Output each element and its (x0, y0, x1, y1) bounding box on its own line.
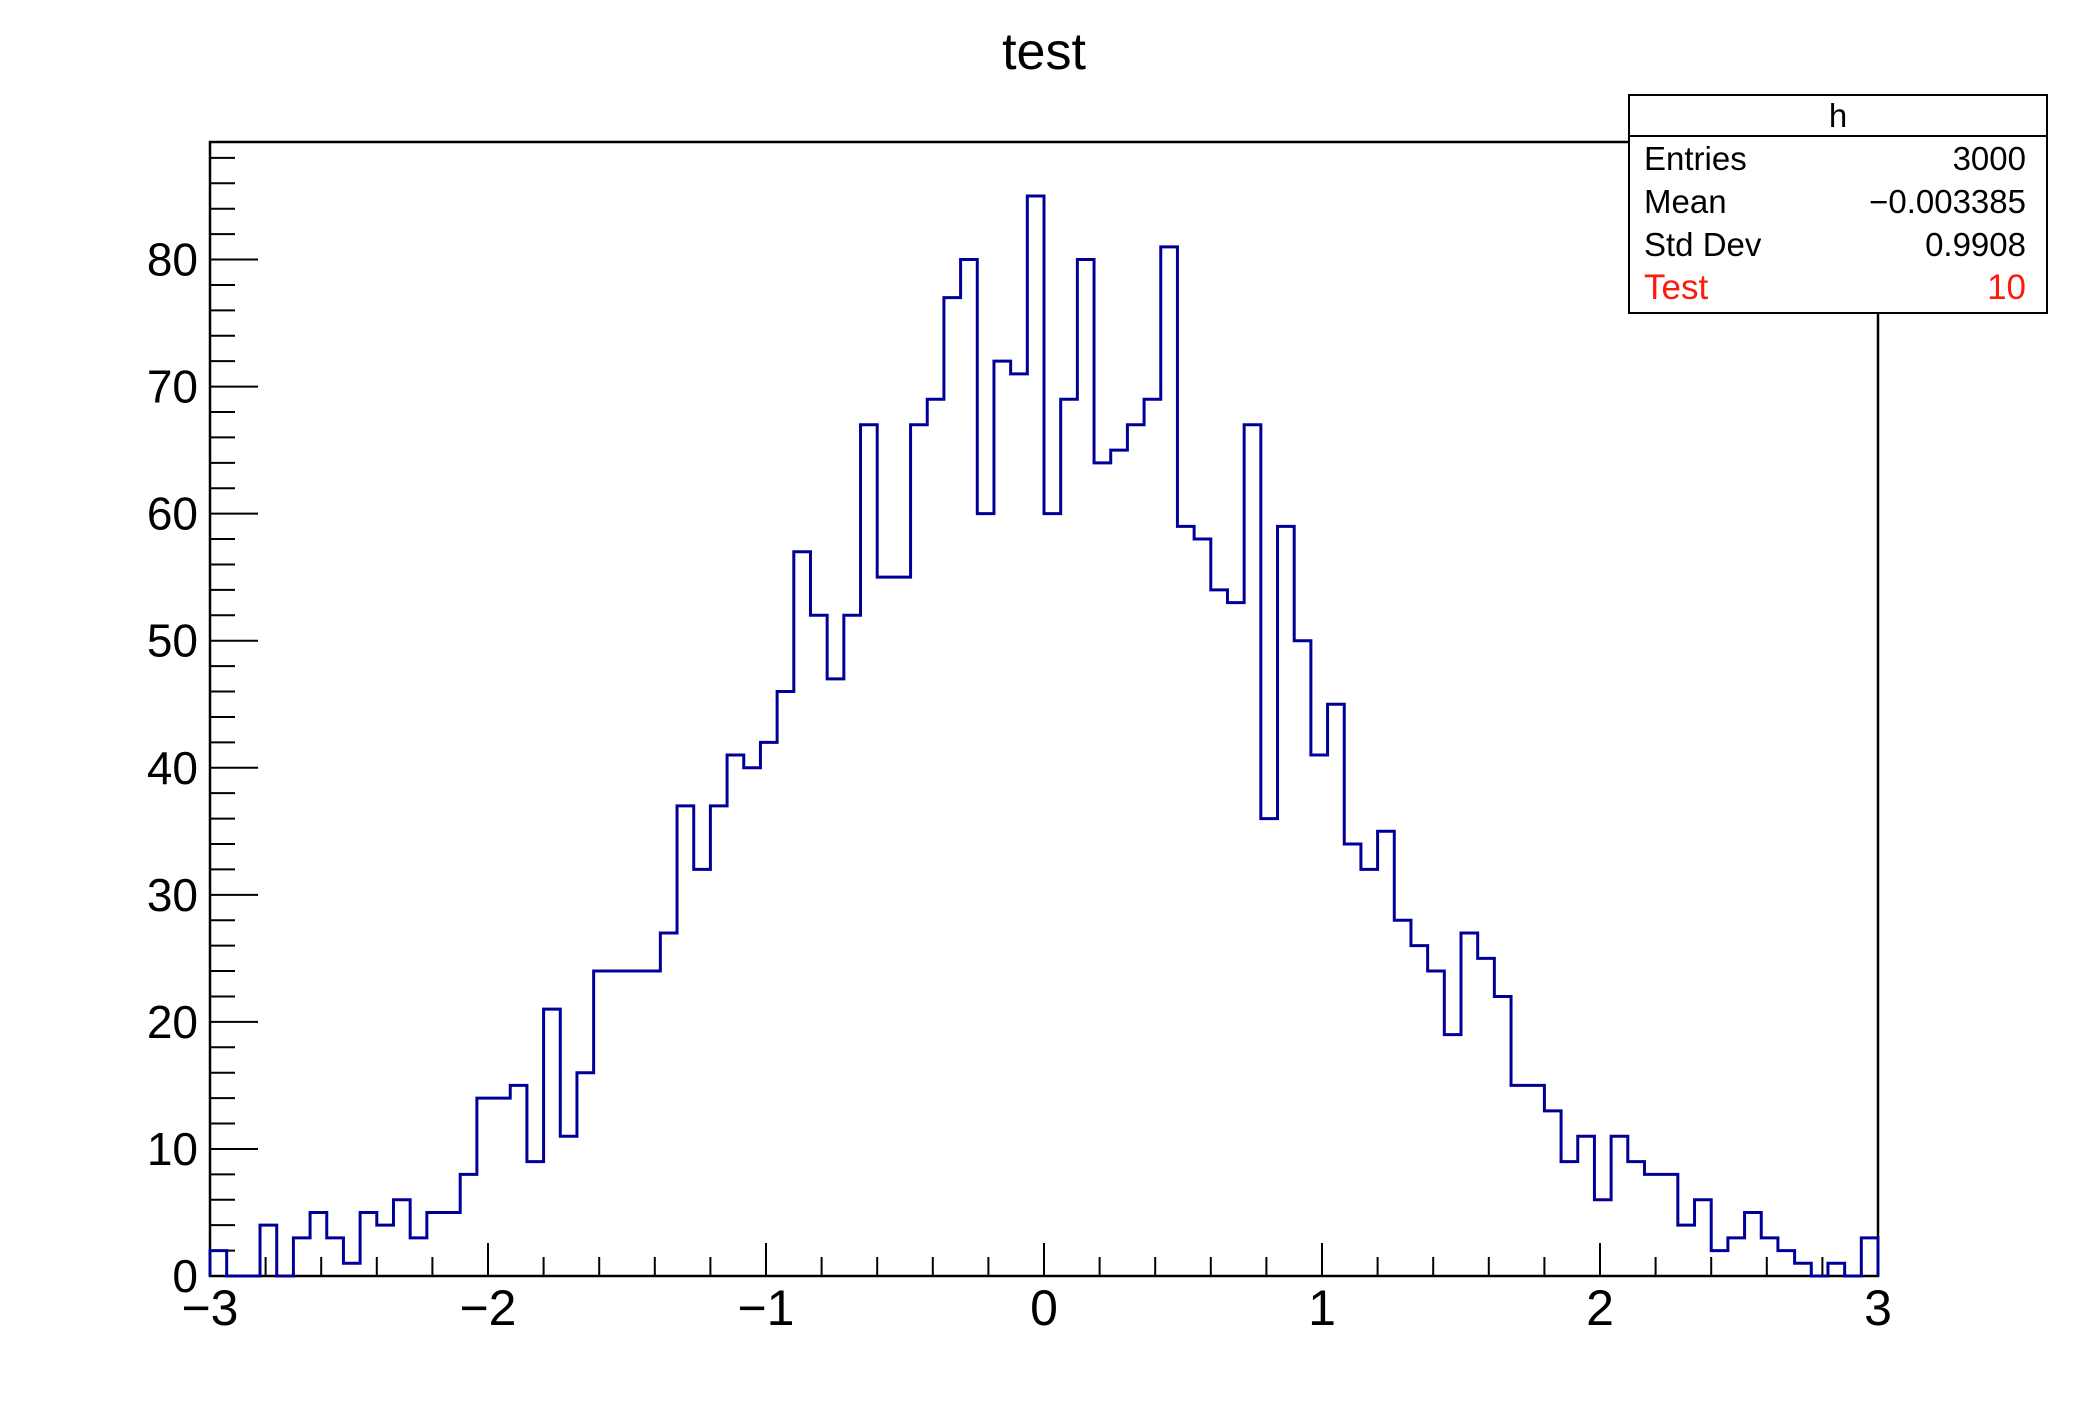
stats-label: Entries (1644, 139, 1747, 177)
chart-title: test (1002, 23, 1086, 81)
stats-label: Mean (1644, 182, 1727, 220)
x-axis-label: −1 (737, 1280, 794, 1336)
stats-row-stddev: Std Dev 0.9908 (1630, 224, 2046, 267)
y-axis-label: 50 (147, 615, 198, 667)
stats-box-rows: Entries 3000 Mean −0.003385 Std Dev 0.99… (1630, 137, 2046, 310)
y-axis-label: 70 (147, 361, 198, 413)
y-axis-label: 40 (147, 742, 198, 794)
stats-value: 10 (1987, 268, 2026, 308)
stats-box: h Entries 3000 Mean −0.003385 Std Dev 0.… (1628, 94, 2048, 314)
y-axis-label: 60 (147, 488, 198, 540)
stats-row-entries: Entries 3000 (1630, 137, 2046, 180)
stats-label: Std Dev (1644, 226, 1762, 264)
x-axis-label: 1 (1308, 1280, 1336, 1336)
y-axis-label: 20 (147, 996, 198, 1048)
stats-value: 0.9908 (1925, 226, 2026, 264)
stats-box-title: h (1630, 96, 2046, 137)
x-axis-label: 3 (1864, 1280, 1892, 1336)
x-axis-label: 0 (1030, 1280, 1058, 1336)
x-axis-label: −2 (459, 1280, 516, 1336)
y-axis-label: 30 (147, 869, 198, 921)
stats-row-mean: Mean −0.003385 (1630, 180, 2046, 223)
y-axis-label: 80 (147, 234, 198, 286)
y-axis-label: 0 (172, 1250, 198, 1302)
stats-row-test: Test 10 (1630, 267, 2046, 310)
stats-value: −0.003385 (1869, 182, 2026, 220)
stats-label: Test (1644, 268, 1709, 308)
stats-value: 3000 (1952, 139, 2026, 177)
histogram-line (208, 194, 1880, 1278)
x-axis-label: 2 (1586, 1280, 1614, 1336)
y-axis-label: 10 (147, 1123, 198, 1175)
x-axis-label: −3 (181, 1280, 238, 1336)
